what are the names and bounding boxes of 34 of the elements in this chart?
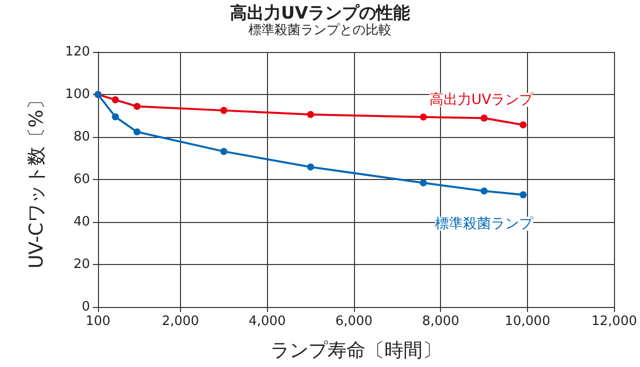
- series-label: 高出力UVランプ: [429, 92, 534, 108]
- point: [112, 96, 119, 104]
- point: [220, 148, 228, 155]
- point: [420, 114, 427, 121]
- x-tick-label: 8,000: [422, 314, 460, 329]
- point: [520, 121, 527, 128]
- y-tick-label: 40: [73, 214, 90, 230]
- point: [420, 179, 427, 186]
- y-tick-label: 80: [73, 130, 90, 144]
- point: [134, 102, 141, 110]
- point: [220, 106, 228, 114]
- y-axis-title: UV-Cワット数〔%〕: [26, 90, 48, 268]
- x-axis-title: ランプ寿命〔時間〕: [270, 340, 442, 362]
- x-tick-label: 100: [86, 314, 110, 329]
- series-label: 標準殺菌ランプ: [435, 216, 534, 232]
- x-tick-label: 4,000: [248, 314, 286, 329]
- x-tick-label: 12,000: [592, 314, 638, 329]
- point: [520, 191, 527, 198]
- y-tick-label: 60: [73, 172, 90, 187]
- y-tick-label: 100: [65, 87, 90, 102]
- point: [307, 110, 314, 118]
- chart-subtitle: 標準殺菌ランプとの比較: [248, 23, 392, 38]
- point: [480, 187, 488, 194]
- point: [112, 113, 119, 120]
- y-tick-label: 120: [65, 44, 90, 60]
- y-tick-label: 0: [82, 300, 90, 314]
- point: [307, 163, 314, 170]
- x-tick-label: 2,000: [162, 314, 200, 329]
- x-tick-label: 10,000: [504, 314, 550, 329]
- point: [134, 128, 141, 136]
- x-tick-label: 6,000: [335, 314, 373, 329]
- y-tick-label: 20: [73, 257, 90, 272]
- point: [480, 114, 488, 122]
- chart-title: 高出力UVランプの性能: [230, 4, 410, 24]
